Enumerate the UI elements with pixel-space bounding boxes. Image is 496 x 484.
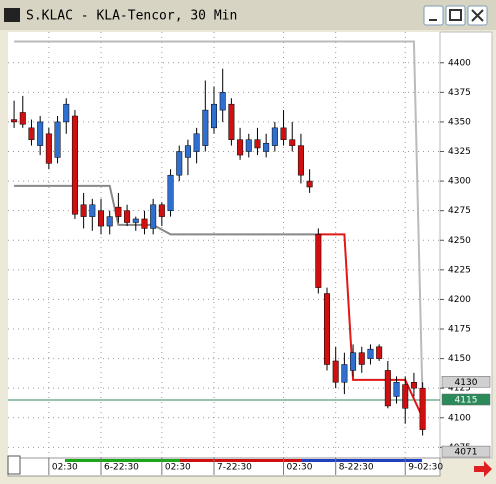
candle-body bbox=[324, 293, 331, 365]
candle-body bbox=[19, 112, 26, 125]
candle-body bbox=[150, 204, 157, 229]
x-tick-label: 9-02:30 bbox=[408, 463, 443, 473]
x-tick-label: 02:30 bbox=[52, 463, 78, 473]
candle-body bbox=[306, 180, 313, 188]
session-strip bbox=[302, 459, 422, 462]
y-tick-label: 4225 bbox=[448, 265, 471, 275]
price-marker bbox=[441, 445, 491, 458]
title-bar bbox=[0, 0, 496, 30]
scroll-box[interactable] bbox=[7, 455, 21, 475]
app-icon bbox=[4, 8, 20, 22]
minimize-button[interactable] bbox=[423, 5, 444, 26]
y-tick-label: 4175 bbox=[448, 325, 471, 335]
candle-body bbox=[271, 127, 278, 146]
candle-body bbox=[315, 234, 322, 288]
candle-body bbox=[37, 121, 44, 146]
candle-body bbox=[376, 346, 383, 359]
candle-body bbox=[289, 139, 296, 146]
candle-body bbox=[341, 364, 348, 383]
session-strip bbox=[180, 459, 302, 462]
candle-body bbox=[332, 360, 339, 383]
close-icon bbox=[471, 9, 484, 22]
candle-body bbox=[28, 127, 35, 140]
candle-body bbox=[237, 139, 244, 156]
candle-body bbox=[184, 145, 191, 158]
candle-body bbox=[211, 103, 218, 129]
candle-body bbox=[158, 204, 165, 217]
y-tick-label: 4150 bbox=[448, 354, 471, 364]
window-title: S.KLAC - KLA-Tencor, 30 Min bbox=[26, 9, 237, 24]
candle-body bbox=[254, 139, 261, 149]
overlay-line bbox=[14, 40, 424, 404]
candle-body bbox=[54, 121, 61, 158]
candle-body bbox=[115, 206, 122, 217]
candle-body bbox=[141, 218, 148, 229]
y-tick-label: 4275 bbox=[448, 206, 471, 216]
y-tick-label: 4300 bbox=[448, 177, 471, 187]
candle-body bbox=[419, 387, 426, 430]
candle-body bbox=[132, 218, 139, 223]
y-tick-label: 4350 bbox=[448, 117, 471, 127]
window-buttons[interactable] bbox=[423, 5, 488, 26]
y-tick-label: 4125 bbox=[448, 384, 471, 394]
candle-body bbox=[367, 348, 374, 359]
candle-body bbox=[350, 352, 357, 371]
candle-body bbox=[297, 145, 304, 176]
candle-body bbox=[402, 384, 409, 409]
y-tick-label: 4375 bbox=[448, 88, 471, 98]
candle-body bbox=[202, 109, 209, 146]
candle-body bbox=[71, 115, 78, 215]
candle-body bbox=[358, 352, 365, 365]
candle-body bbox=[393, 382, 400, 397]
candle-body bbox=[167, 174, 174, 211]
candle-body bbox=[219, 92, 226, 111]
price-marker-label: 4115 bbox=[455, 396, 478, 406]
candle-body bbox=[384, 370, 391, 407]
y-tick-label: 4250 bbox=[448, 236, 471, 246]
x-tick-label: 6-22:30 bbox=[104, 463, 139, 473]
x-tick-label: 7-22:30 bbox=[217, 463, 252, 473]
candle-body bbox=[245, 139, 252, 152]
candle-body bbox=[11, 119, 18, 123]
candle-body bbox=[98, 210, 105, 227]
x-tick-label: 02:30 bbox=[287, 463, 313, 473]
candle-body bbox=[263, 142, 270, 152]
maximize-button[interactable] bbox=[445, 5, 466, 26]
candle-body bbox=[80, 204, 87, 217]
candle-body bbox=[176, 151, 183, 176]
price-marker bbox=[441, 393, 491, 406]
candle-body bbox=[124, 210, 131, 223]
candle-body bbox=[410, 382, 417, 389]
scroll-arrow[interactable] bbox=[474, 461, 492, 477]
price-marker-label: 4071 bbox=[455, 448, 478, 458]
candle-body bbox=[193, 133, 200, 152]
y-tick-label: 4400 bbox=[448, 58, 471, 68]
price-marker bbox=[441, 376, 491, 388]
y-tick-label: 4100 bbox=[448, 413, 471, 423]
candle-body bbox=[280, 127, 287, 140]
session-strip bbox=[65, 459, 180, 462]
x-tick-label: 8-22:30 bbox=[339, 463, 374, 473]
candle-body bbox=[228, 103, 235, 140]
candle-body bbox=[89, 204, 96, 217]
candle-body bbox=[63, 103, 70, 123]
y-tick-label: 4200 bbox=[448, 295, 471, 305]
maximize-icon bbox=[449, 9, 462, 21]
x-tick-label: 02:30 bbox=[165, 463, 191, 473]
candle-body bbox=[45, 133, 52, 164]
y-tick-label: 4325 bbox=[448, 147, 471, 157]
overlay-line bbox=[318, 233, 424, 419]
price-marker-label: 4130 bbox=[455, 378, 478, 388]
candle-body bbox=[106, 216, 113, 227]
